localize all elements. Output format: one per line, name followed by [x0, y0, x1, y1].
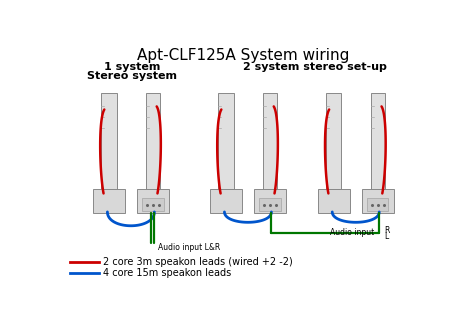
Bar	[146, 92, 160, 189]
Bar	[318, 189, 350, 213]
Text: Apt-CLF125A System wiring: Apt-CLF125A System wiring	[137, 48, 349, 63]
Bar	[259, 198, 281, 211]
Bar	[137, 189, 169, 213]
Bar	[101, 92, 117, 189]
Text: R: R	[384, 226, 389, 235]
Bar	[254, 189, 286, 213]
Bar	[142, 198, 164, 211]
Bar	[263, 92, 277, 189]
Bar	[219, 92, 234, 189]
Text: 1 system: 1 system	[104, 62, 160, 72]
Text: Audio input L&R: Audio input L&R	[158, 243, 220, 252]
Bar	[326, 92, 341, 189]
Text: Audio input: Audio input	[330, 228, 374, 237]
Text: 2 system stereo set-up: 2 system stereo set-up	[243, 62, 386, 72]
Bar	[93, 189, 125, 213]
Text: Stereo system: Stereo system	[87, 71, 177, 81]
Bar	[367, 198, 389, 211]
Text: L: L	[384, 232, 388, 241]
Text: 2 core 3m speakon leads (wired +2 -2): 2 core 3m speakon leads (wired +2 -2)	[103, 257, 292, 267]
Bar	[210, 189, 242, 213]
Bar	[362, 189, 394, 213]
Bar	[371, 92, 384, 189]
Text: 4 core 15m speakon leads: 4 core 15m speakon leads	[103, 268, 231, 278]
